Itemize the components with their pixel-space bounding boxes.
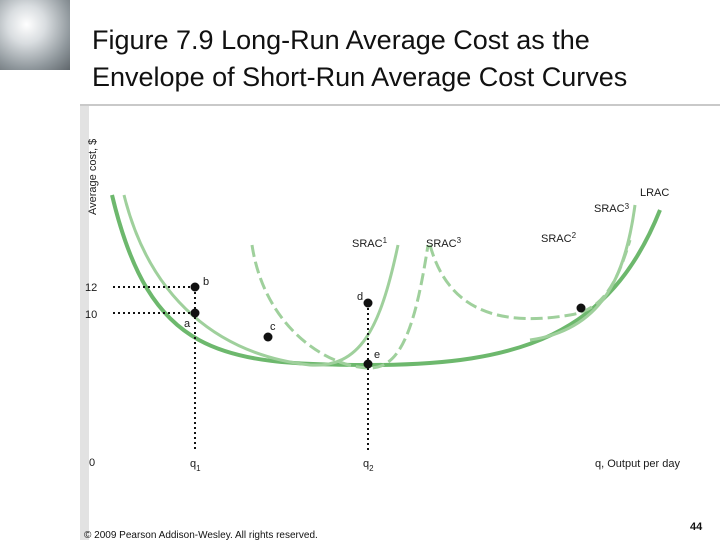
- series-label-lrac: LRAC: [640, 187, 669, 199]
- slide-title: Figure 7.9 Long-Run Average Cost as the …: [92, 22, 712, 96]
- slide-accent-bar: [80, 106, 89, 540]
- srac1-sub: 1: [383, 236, 388, 245]
- srac2-dashed-curve: [428, 239, 632, 321]
- series-label-srac2: SRAC2: [541, 231, 577, 245]
- srac3-dashed-curve: [250, 244, 430, 370]
- point-label-d: d: [357, 291, 363, 303]
- srac3-right-sub: 3: [625, 202, 630, 211]
- point-label-e: e: [374, 349, 380, 361]
- point-label-b: b: [203, 276, 209, 288]
- series-label-srac3-mid: SRAC3: [426, 236, 462, 250]
- srac3-mid-sub: 3: [457, 236, 462, 245]
- copyright-footer: © 2009 Pearson Addison-Wesley. All right…: [84, 530, 318, 541]
- lrac-curve: [110, 194, 662, 368]
- logo-cube-image: [0, 0, 70, 70]
- point-label-a: a: [184, 318, 191, 330]
- srac2-main: SRAC: [541, 233, 572, 245]
- point-d: [363, 298, 373, 308]
- page-number: 44: [690, 521, 703, 533]
- slide-title-line-2: Envelope of Short-Run Average Cost Curve…: [92, 62, 628, 92]
- series-label-srac1: SRAC1: [352, 236, 388, 250]
- srac3-solid-curve: [529, 204, 637, 342]
- srac2-sub: 2: [572, 231, 577, 240]
- x-tick-q2-main: q: [363, 458, 369, 470]
- srac3-right-main: SRAC: [594, 203, 625, 215]
- x-tick-q2: q2: [363, 458, 374, 473]
- srac1-curve: [122, 194, 400, 367]
- origin-label: 0: [89, 457, 95, 469]
- point-c: [263, 332, 273, 342]
- y-tick-12: 12: [85, 282, 97, 294]
- point-e: [363, 359, 373, 369]
- x-tick-q2-sub: 2: [369, 464, 374, 473]
- srac1-main: SRAC: [352, 238, 383, 250]
- series-label-srac3-right: SRAC3: [594, 202, 630, 215]
- srac3-mid-main: SRAC: [426, 238, 457, 250]
- title-divider: [80, 104, 720, 106]
- slide-title-line-1: Figure 7.9 Long-Run Average Cost as the: [92, 25, 590, 55]
- point-label-c: c: [270, 321, 276, 333]
- x-tick-q1-sub: 1: [196, 464, 201, 473]
- point-unlabeled: [576, 303, 586, 313]
- y-tick-10: 10: [85, 309, 97, 321]
- x-axis-label: q, Output per day: [595, 458, 680, 470]
- x-tick-q1: q1: [190, 458, 201, 473]
- point-b: [190, 282, 200, 292]
- point-a: [190, 308, 200, 318]
- x-tick-q1-main: q: [190, 458, 196, 470]
